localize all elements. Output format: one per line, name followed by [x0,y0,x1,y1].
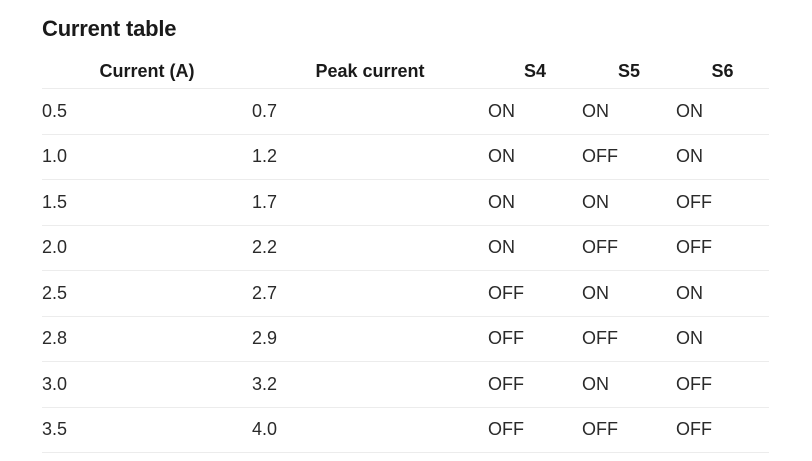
table-body: 0.5 0.7 ON ON ON 1.0 1.2 ON OFF ON 1.5 1… [42,88,769,453]
table-row: 2.5 2.7 OFF ON ON [42,270,769,317]
cell-s5: OFF [582,407,676,453]
table-row: 3.0 3.2 OFF ON OFF [42,361,769,408]
table-row: 2.0 2.2 ON OFF OFF [42,225,769,271]
cell-s5: OFF [582,134,676,180]
cell-s6: OFF [676,179,769,226]
cell-peak-current: 4.0 [252,407,488,453]
page-title: Current table [42,16,177,41]
header-current: Current (A) [42,55,252,89]
table-row: 3.5 4.0 OFF OFF OFF [42,407,769,453]
header-s5: S5 [582,55,676,89]
table-row: 1.5 1.7 ON ON OFF [42,179,769,226]
header-row: Current (A) Peak current S4 S5 S6 [42,55,769,89]
table-row: 1.0 1.2 ON OFF ON [42,134,769,180]
cell-s6: OFF [676,407,769,453]
table-header: Current (A) Peak current S4 S5 S6 [42,55,769,89]
cell-s4: OFF [488,270,582,317]
cell-s4: ON [488,134,582,180]
cell-s6: ON [676,270,769,317]
cell-s5: OFF [582,225,676,271]
header-s4: S4 [488,55,582,89]
cell-s5: ON [582,179,676,226]
cell-current: 2.0 [42,225,252,271]
cell-s5: OFF [582,316,676,362]
header-peak-current: Peak current [252,55,488,89]
cell-s6: OFF [676,225,769,271]
cell-current: 1.5 [42,179,252,226]
cell-current: 1.0 [42,134,252,180]
cell-s5: ON [582,361,676,408]
cell-s5: ON [582,88,676,135]
cell-s6: OFF [676,361,769,408]
cell-s6: ON [676,88,769,135]
table-row: 2.8 2.9 OFF OFF ON [42,316,769,362]
cell-current: 0.5 [42,88,252,135]
cell-s5: ON [582,270,676,317]
cell-peak-current: 1.2 [252,134,488,180]
cell-s6: ON [676,134,769,180]
cell-s4: ON [488,88,582,135]
cell-current: 3.0 [42,361,252,408]
cell-s4: OFF [488,316,582,362]
cell-s4: ON [488,225,582,271]
cell-current: 2.8 [42,316,252,362]
cell-peak-current: 2.2 [252,225,488,271]
cell-s6: ON [676,316,769,362]
cell-s4: OFF [488,407,582,453]
cell-s4: OFF [488,361,582,408]
cell-peak-current: 2.9 [252,316,488,362]
cell-peak-current: 2.7 [252,270,488,317]
cell-peak-current: 3.2 [252,361,488,408]
table-row: 0.5 0.7 ON ON ON [42,88,769,135]
header-s6: S6 [676,55,769,89]
cell-peak-current: 0.7 [252,88,488,135]
cell-current: 3.5 [42,407,252,453]
current-table: Current (A) Peak current S4 S5 S6 0.5 0.… [42,55,769,453]
cell-s4: ON [488,179,582,226]
cell-current: 2.5 [42,270,252,317]
cell-peak-current: 1.7 [252,179,488,226]
